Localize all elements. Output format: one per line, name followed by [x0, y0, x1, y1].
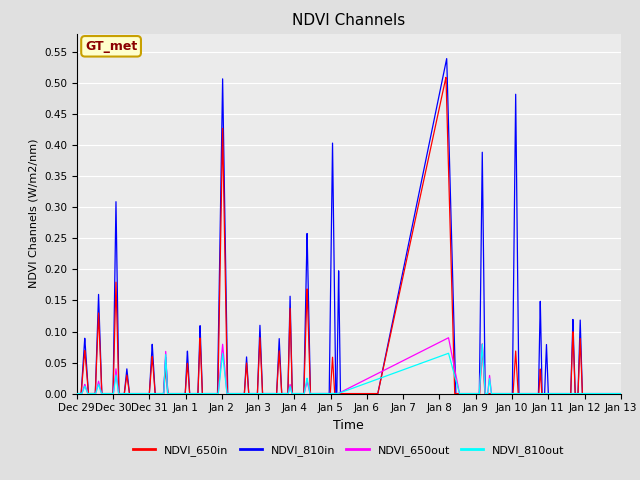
NDVI_810in: [443, 56, 451, 61]
NDVI_650out: [427, 344, 435, 350]
NDVI_650in: [479, 352, 486, 358]
Line: NDVI_650in: NDVI_650in: [77, 77, 621, 394]
NDVI_650out: [172, 391, 179, 396]
Text: GT_met: GT_met: [85, 40, 137, 53]
NDVI_650in: [172, 391, 179, 396]
NDVI_650out: [281, 391, 289, 396]
NDVI_810out: [479, 341, 486, 347]
NDVI_650out: [617, 391, 625, 396]
NDVI_650in: [73, 391, 81, 396]
NDVI_810out: [172, 391, 179, 396]
NDVI_650in: [427, 146, 435, 152]
NDVI_650out: [445, 335, 452, 341]
X-axis label: Time: Time: [333, 419, 364, 432]
NDVI_650in: [399, 274, 407, 279]
NDVI_810out: [281, 391, 289, 396]
Line: NDVI_810out: NDVI_810out: [77, 344, 621, 394]
Legend: NDVI_650in, NDVI_810in, NDVI_650out, NDVI_810out: NDVI_650in, NDVI_810in, NDVI_650out, NDV…: [129, 440, 569, 460]
NDVI_810in: [479, 195, 486, 201]
Title: NDVI Channels: NDVI Channels: [292, 13, 405, 28]
NDVI_650out: [479, 350, 486, 356]
NDVI_810out: [520, 391, 528, 396]
NDVI_650out: [520, 391, 528, 396]
NDVI_650in: [520, 391, 528, 396]
Y-axis label: NDVI Channels (W/m2/nm): NDVI Channels (W/m2/nm): [28, 139, 38, 288]
NDVI_810out: [427, 357, 435, 363]
NDVI_650in: [281, 391, 289, 396]
NDVI_650in: [617, 391, 625, 396]
NDVI_650in: [442, 74, 450, 80]
NDVI_810in: [520, 391, 528, 396]
NDVI_810out: [399, 367, 407, 373]
NDVI_650out: [73, 391, 81, 396]
NDVI_810out: [479, 350, 486, 356]
Line: NDVI_650out: NDVI_650out: [77, 338, 621, 394]
Line: NDVI_810in: NDVI_810in: [77, 59, 621, 394]
NDVI_810in: [281, 391, 289, 396]
NDVI_810in: [399, 268, 407, 274]
NDVI_810in: [172, 391, 179, 396]
NDVI_810in: [617, 391, 625, 396]
NDVI_810in: [427, 134, 435, 140]
NDVI_810out: [617, 391, 625, 396]
NDVI_650out: [399, 358, 407, 363]
NDVI_810in: [73, 391, 81, 396]
NDVI_810out: [73, 391, 81, 396]
